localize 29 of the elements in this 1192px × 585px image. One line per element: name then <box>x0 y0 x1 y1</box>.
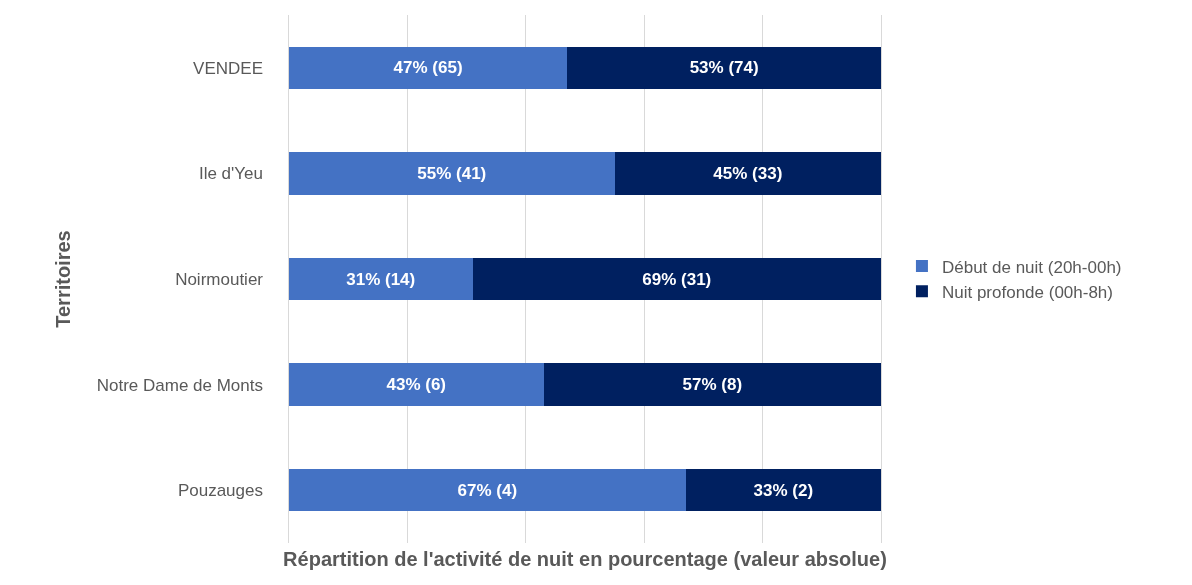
data-label: 53% (74) <box>689 58 759 78</box>
data-label: 43% (6) <box>386 375 447 395</box>
bar <box>288 363 544 406</box>
bar <box>288 46 568 89</box>
y-tick-label: Notre Dame de Monts <box>96 375 263 395</box>
bar <box>472 257 882 301</box>
x-axis-title: Répartition de l'activité de nuit en pourcentage (valeur absolue) <box>283 547 887 570</box>
data-label: 57% (8) <box>682 375 743 395</box>
data-label: 33% (2) <box>753 480 814 500</box>
bar <box>543 363 882 406</box>
data-label: 47% (65) <box>393 58 463 78</box>
y-tick-label: VENDEE <box>193 58 263 78</box>
y-tick-label: Pouzauges <box>177 481 263 501</box>
data-label: 45% (33) <box>713 163 783 183</box>
bar <box>288 469 686 512</box>
bar <box>614 152 882 195</box>
y-tick-label: Ile d'Yeu <box>198 164 263 184</box>
data-label: 67% (4) <box>457 480 518 500</box>
y-axis-title: Territoires <box>52 230 75 328</box>
legend-label: Nuit profonde (00h-8h) <box>941 282 1113 302</box>
bar <box>685 469 882 512</box>
data-label: 31% (14) <box>346 269 416 289</box>
legend-label: Début de nuit (20h-00h) <box>941 257 1122 277</box>
y-tick-label: Noirmoutier <box>175 269 264 289</box>
data-label: 55% (41) <box>417 163 487 183</box>
bar <box>288 152 615 195</box>
data-label: 69% (31) <box>642 269 712 289</box>
bar <box>567 46 882 89</box>
bar <box>288 257 473 301</box>
